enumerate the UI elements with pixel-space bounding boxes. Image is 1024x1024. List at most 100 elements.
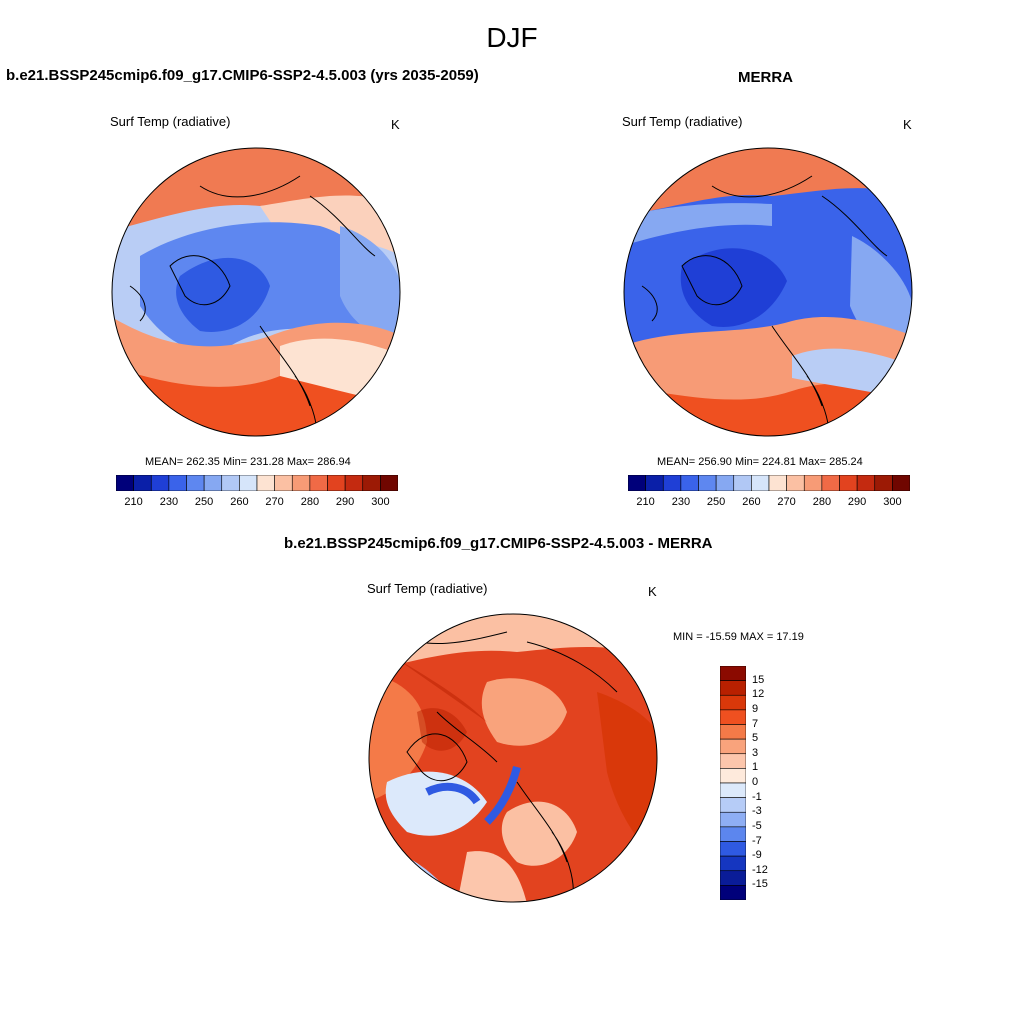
model-colorbar-box — [380, 475, 398, 491]
diff-colorbar-label: 0 — [752, 776, 759, 788]
diff-colorbar-box — [720, 753, 746, 769]
obs-panel-title: MERRA — [738, 69, 793, 86]
diff-colorbar-box — [720, 709, 746, 725]
obs-colorbar-box — [874, 475, 893, 491]
diff-colorbar-label: -9 — [752, 849, 762, 862]
diff-colorbar-box — [720, 666, 746, 681]
diff-colorbar-label: -15 — [752, 878, 768, 891]
model-colorbar-box — [256, 475, 275, 491]
obs-colorbar-box — [839, 475, 858, 491]
obs-colorbar-tick-label: 280 — [812, 496, 832, 508]
model-colorbar-box — [168, 475, 187, 491]
model-colorbar-tick-label: 300 — [371, 496, 390, 508]
diff-colorbar-label: -3 — [752, 805, 762, 818]
diff-colorbar-labels: 15 12 9 7 5 3 1 0 -1 -3 -5 -7 -9 -12 -15 — [752, 666, 792, 900]
diff-colorbar-box — [720, 782, 746, 798]
model-colorbar-box — [116, 475, 134, 491]
diff-colorbar-box — [720, 797, 746, 813]
model-colorbar-box — [239, 475, 258, 491]
model-units-label: K — [391, 117, 400, 132]
obs-colorbar-box — [768, 475, 787, 491]
obs-colorbar-tick-label: 210 — [636, 496, 655, 508]
model-colorbar-box — [133, 475, 152, 491]
obs-colorbar-box — [698, 475, 717, 491]
obs-colorbar-box — [821, 475, 840, 491]
obs-colorbar-box — [715, 475, 735, 491]
obs-variable-label: Surf Temp (radiative) — [622, 114, 743, 129]
diff-colorbar-box — [720, 826, 746, 842]
model-colorbar-tick-label: 290 — [335, 496, 355, 508]
model-colorbar — [116, 475, 398, 491]
diff-colorbar-box — [720, 724, 746, 740]
obs-polar-map — [623, 147, 913, 437]
obs-units-label: K — [903, 117, 912, 132]
obs-colorbar-box — [803, 475, 823, 491]
diff-colorbar-label: 1 — [752, 761, 759, 774]
obs-colorbar-box — [628, 475, 646, 491]
model-colorbar-box — [327, 475, 346, 491]
figure-title: DJF — [486, 22, 538, 53]
diff-colorbar-box — [720, 694, 746, 711]
diff-colorbar-box — [720, 870, 746, 886]
diff-colorbar-label: -1 — [752, 790, 762, 803]
obs-colorbar-tick-label: 260 — [742, 496, 761, 508]
model-stats: MEAN= 262.35 Min= 231.28 Max= 286.94 — [145, 456, 351, 468]
obs-colorbar-box — [733, 475, 752, 491]
obs-colorbar-box — [892, 475, 910, 491]
obs-colorbar-box — [856, 475, 876, 491]
model-colorbar-tick-label: 270 — [265, 496, 284, 508]
model-colorbar-tick-label: 230 — [159, 496, 179, 508]
model-colorbar-tick-label: 280 — [300, 496, 320, 508]
obs-colorbar — [628, 475, 910, 491]
model-colorbar-box — [362, 475, 381, 491]
obs-colorbar-tick-label: 270 — [777, 496, 796, 508]
model-colorbar-box — [309, 475, 328, 491]
model-colorbar-box — [221, 475, 240, 491]
model-colorbar-box — [150, 475, 170, 491]
obs-colorbar-tick-label: 230 — [671, 496, 691, 508]
diff-colorbar-label: 12 — [752, 688, 765, 701]
model-colorbar-tick-label: 210 — [124, 496, 143, 508]
obs-colorbar-box — [751, 475, 770, 491]
diff-colorbar-box — [720, 855, 746, 872]
diff-colorbar-label: 3 — [752, 746, 759, 759]
obs-colorbar-box — [680, 475, 699, 491]
diff-colorbar-label: 9 — [752, 702, 759, 715]
model-colorbar-tick-label: 260 — [230, 496, 249, 508]
diff-colorbar-label: 5 — [752, 732, 759, 745]
obs-stats: MEAN= 256.90 Min= 224.81 Max= 285.24 — [657, 456, 863, 468]
model-colorbar-box — [274, 475, 293, 491]
diff-colorbar-box — [720, 738, 746, 755]
diff-polar-map — [368, 613, 658, 903]
diff-panel-title: b.e21.BSSP245cmip6.f09_g17.CMIP6-SSP2-4.… — [284, 535, 713, 552]
obs-colorbar-box — [645, 475, 664, 491]
obs-colorbar-tick-label: 300 — [883, 496, 902, 508]
model-colorbar-tick-label: 250 — [194, 496, 214, 508]
diff-colorbar-label: -7 — [752, 834, 762, 847]
model-panel-title: b.e21.BSSP245cmip6.f09_g17.CMIP6-SSP2-4.… — [6, 67, 479, 84]
obs-colorbar-box — [662, 475, 682, 491]
diff-colorbar-label: 7 — [752, 717, 759, 730]
diff-stats: MIN = -15.59 MAX = 17.19 — [673, 631, 804, 643]
model-colorbar-box — [186, 475, 205, 491]
diff-colorbar-box — [720, 680, 746, 696]
obs-colorbar-tick-label: 290 — [847, 496, 867, 508]
diff-units-label: K — [648, 584, 657, 599]
diff-colorbar-label: 15 — [752, 673, 765, 686]
diff-colorbar-box — [720, 885, 746, 900]
obs-colorbar-tick-label: 250 — [706, 496, 726, 508]
model-variable-label: Surf Temp (radiative) — [110, 114, 231, 129]
diff-colorbar-label: -12 — [752, 863, 768, 876]
diff-colorbar-label: -5 — [752, 819, 762, 832]
diff-colorbar-box — [720, 811, 746, 828]
model-colorbar-box — [344, 475, 364, 491]
model-colorbar-box — [203, 475, 223, 491]
obs-colorbar-ticks: 210 230 250 260 270 280 290 300 — [628, 496, 910, 510]
model-polar-map — [111, 147, 401, 437]
diff-colorbar — [720, 666, 746, 900]
obs-colorbar-box — [786, 475, 805, 491]
model-colorbar-ticks: 210 230 250 260 270 280 290 300 — [116, 496, 398, 510]
model-colorbar-box — [291, 475, 311, 491]
diff-colorbar-box — [720, 768, 746, 784]
diff-variable-label: Surf Temp (radiative) — [367, 581, 488, 596]
